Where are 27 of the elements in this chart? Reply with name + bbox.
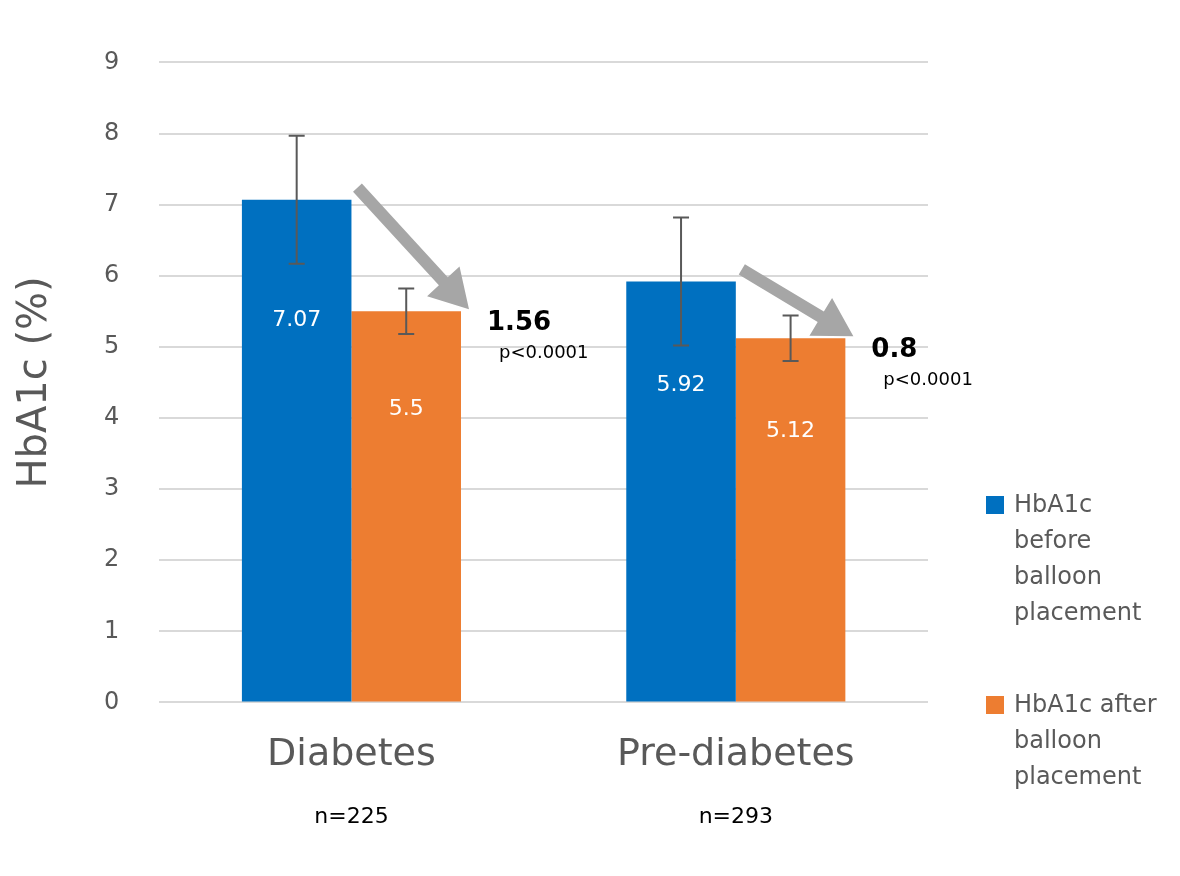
y-tick-label: 6 bbox=[103, 259, 120, 288]
annotation: 0.8 bbox=[871, 333, 918, 364]
x-tick-label: Diabetes bbox=[267, 730, 436, 775]
y-tick-label: 1 bbox=[103, 615, 120, 644]
text: n=293 bbox=[698, 803, 773, 829]
y-tick-label: 8 bbox=[103, 117, 120, 146]
annotation: 1.56 bbox=[487, 306, 552, 337]
legend-label: HbA1c after balloon placement bbox=[1014, 689, 1158, 792]
y-tick-label: 4 bbox=[103, 402, 120, 431]
annotation: p<0.0001 bbox=[883, 367, 973, 389]
data-label: 5.5 bbox=[388, 395, 424, 421]
data-label: 5.12 bbox=[766, 416, 816, 442]
bar bbox=[626, 281, 736, 702]
y-tick-label: 9 bbox=[103, 46, 120, 75]
y-tick-label: 0 bbox=[103, 686, 120, 715]
annotation: p<0.0001 bbox=[499, 340, 589, 362]
y-tick-label: 2 bbox=[103, 544, 120, 573]
data-label: 5.92 bbox=[656, 371, 706, 397]
y-tick-label: 7 bbox=[103, 188, 120, 217]
y-tick-label: 5 bbox=[103, 331, 120, 360]
data-label: 7.07 bbox=[272, 305, 322, 331]
bar bbox=[241, 199, 352, 702]
x-tick-label: Pre-diabetes bbox=[616, 730, 855, 775]
text: n=225 bbox=[314, 803, 389, 829]
legend-label: HbA1c before balloon placement bbox=[1014, 489, 1143, 628]
y-axis-title: HbA1c (%) bbox=[9, 276, 56, 489]
y-tick-label: 3 bbox=[103, 473, 120, 502]
